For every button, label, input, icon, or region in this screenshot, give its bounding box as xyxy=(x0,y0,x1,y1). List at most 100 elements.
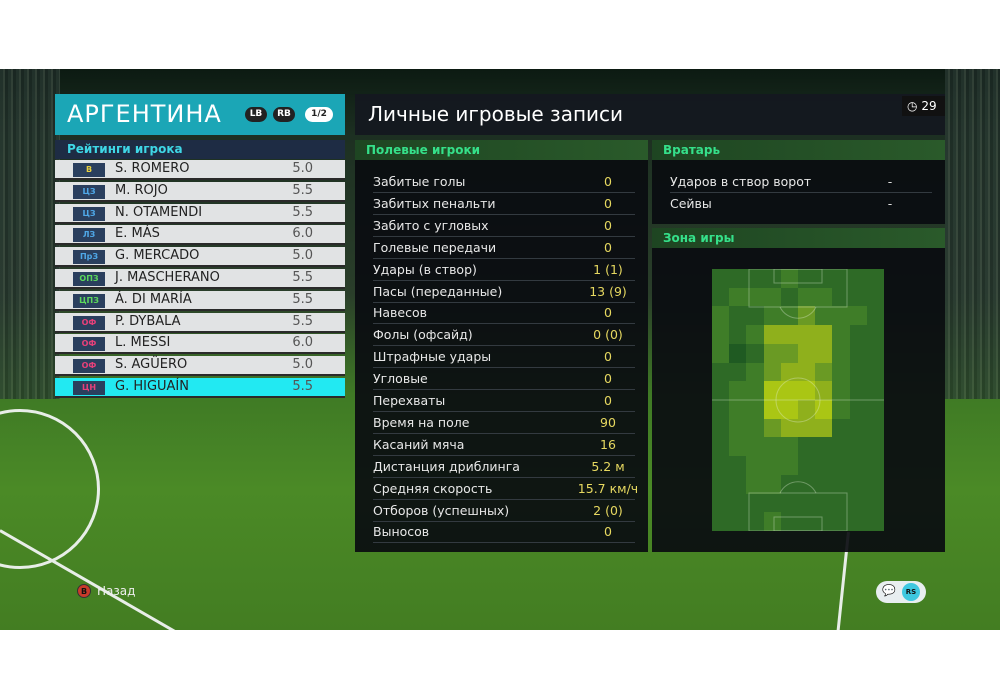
player-name: Á. DI MARÍA xyxy=(115,291,192,307)
heatmap-cell xyxy=(746,456,764,475)
player-name: P. DYBALA xyxy=(115,313,181,329)
heatmap-cell xyxy=(712,418,730,438)
player-row[interactable]: ОПЗ J. MASCHERANO 5.5 xyxy=(55,269,345,289)
heatmap-cell xyxy=(798,287,816,307)
heatmap-cell xyxy=(746,418,764,438)
heatmap-cell xyxy=(798,437,816,457)
page-indicator: 1/2 xyxy=(305,107,333,122)
heatmap-cell xyxy=(746,399,764,419)
heatmap-cell xyxy=(832,456,850,475)
stat-label: Голевые передачи xyxy=(373,239,497,255)
chat-rs-control[interactable]: 💬 RS xyxy=(876,581,926,603)
heatmap-cell xyxy=(746,287,764,307)
heatmap-cell xyxy=(746,325,764,344)
heatmap-cell xyxy=(798,325,816,344)
heatmap-cell xyxy=(815,287,833,307)
heatmap-cell xyxy=(798,362,816,382)
position-badge: ЛЗ xyxy=(73,228,105,243)
stat-value: 0 xyxy=(604,174,612,189)
heatmap-cell xyxy=(746,306,764,326)
heatmap-cell xyxy=(763,325,781,344)
heatmap-cell xyxy=(815,381,833,400)
stat-value: 2 (0) xyxy=(593,502,623,518)
stat-row: Штрафные удары 0 xyxy=(373,346,635,369)
heatmap-cell xyxy=(729,306,747,326)
heatmap-cell xyxy=(815,493,833,513)
heatmap-cell xyxy=(815,362,833,382)
stat-row: Средняя скорость 15.7 км/ч xyxy=(373,478,638,500)
heatmap-cell xyxy=(815,399,833,419)
b-button-icon[interactable]: B xyxy=(77,584,91,598)
gk-stat-row: Ударов в створ ворот - xyxy=(670,171,932,193)
player-rating: 5.0 xyxy=(292,161,313,176)
lb-button[interactable]: LB xyxy=(245,107,267,122)
heatmap-cell xyxy=(763,474,781,494)
player-row[interactable]: ОФ S. AGÜERO 5.0 xyxy=(55,356,345,377)
heatmap-cell xyxy=(746,474,764,494)
heatmap-cell xyxy=(798,512,816,531)
stat-label: Отборов (успешных) xyxy=(373,502,510,518)
heatmap-cell xyxy=(832,418,850,438)
heatmap-cell xyxy=(712,493,730,513)
heatmap-cell xyxy=(763,287,781,307)
stat-value: 1 (1) xyxy=(593,261,623,277)
player-rating: 5.0 xyxy=(292,248,313,264)
rs-button[interactable]: RS xyxy=(902,583,920,601)
heatmap-cell xyxy=(746,343,764,363)
heatmap-cell xyxy=(832,306,850,326)
back-button[interactable]: Назад xyxy=(97,584,136,598)
player-row[interactable]: ЦПЗ Á. DI MARÍA 5.5 xyxy=(55,290,345,311)
heatmap-cell xyxy=(832,381,850,400)
player-row[interactable]: ОФ L. MESSI 6.0 xyxy=(55,334,345,355)
player-row[interactable]: ЦЗ M. ROJO 5.5 xyxy=(55,181,345,202)
rb-button[interactable]: RB xyxy=(273,107,295,122)
player-name: L. MESSI xyxy=(115,335,171,351)
heatmap-cell xyxy=(866,287,884,307)
player-row[interactable]: ЦЗ N. OTAMENDI 5.5 xyxy=(55,203,345,224)
heatmap-cell xyxy=(849,287,867,307)
stat-row: Выносов 0 xyxy=(373,521,635,544)
match-timer: ◷ 29 xyxy=(902,96,945,116)
stat-label: Время на поле xyxy=(373,414,470,430)
player-rating: 6.0 xyxy=(292,226,313,242)
heatmap-cell xyxy=(763,306,781,326)
stat-label: Перехваты xyxy=(373,393,446,408)
heatmap-cell xyxy=(712,269,730,288)
heatmap-cell xyxy=(866,362,884,382)
heatmap-cell xyxy=(866,343,884,363)
stat-row: Удары (в створ) 1 (1) xyxy=(373,259,635,281)
stat-label: Забитых пенальти xyxy=(373,195,496,211)
heatmap-cell xyxy=(798,343,816,363)
stat-label: Дистанция дриблинга xyxy=(373,458,520,474)
player-row[interactable]: ОФ P. DYBALA 5.5 xyxy=(55,312,345,333)
heatmap-cell xyxy=(798,381,816,400)
heatmap-cell xyxy=(729,325,747,344)
position-badge: ОФ xyxy=(73,359,105,374)
player-row[interactable]: ПрЗ G. MERCADO 5.0 xyxy=(55,247,345,268)
ratings-header: Рейтинги игрока xyxy=(55,140,345,159)
heatmap-cell xyxy=(866,306,884,326)
pitch-circle xyxy=(0,409,100,569)
heatmap-cell xyxy=(849,474,867,494)
heatmap-cell xyxy=(729,269,747,288)
heatmap-cell xyxy=(798,269,816,288)
pitch-markings xyxy=(712,269,884,531)
heatmap-cell xyxy=(849,325,867,344)
stat-row: Перехваты 0 xyxy=(373,390,635,412)
heatmap xyxy=(712,269,884,531)
page-title: Личные игровые записи xyxy=(368,102,624,126)
player-row[interactable]: ЦН G. HIGUAÍN 5.5 xyxy=(55,378,345,398)
heatmap-cell xyxy=(729,362,747,382)
heatmap-cell xyxy=(780,381,798,400)
stat-label: Сейвы xyxy=(670,196,712,211)
stat-label: Забитые голы xyxy=(373,174,466,189)
heatmap-cell xyxy=(763,493,781,513)
records-title-bar: Личные игровые записи xyxy=(355,94,945,135)
player-row[interactable]: ЛЗ E. MÁS 6.0 xyxy=(55,225,345,246)
player-rating: 5.5 xyxy=(292,182,313,198)
heatmap-cell xyxy=(780,343,798,363)
heatmap-cell xyxy=(849,362,867,382)
heatmap-cell xyxy=(815,306,833,326)
player-row[interactable]: В S. ROMERO 5.0 xyxy=(55,160,345,180)
player-name: J. MASCHERANO xyxy=(115,270,220,285)
